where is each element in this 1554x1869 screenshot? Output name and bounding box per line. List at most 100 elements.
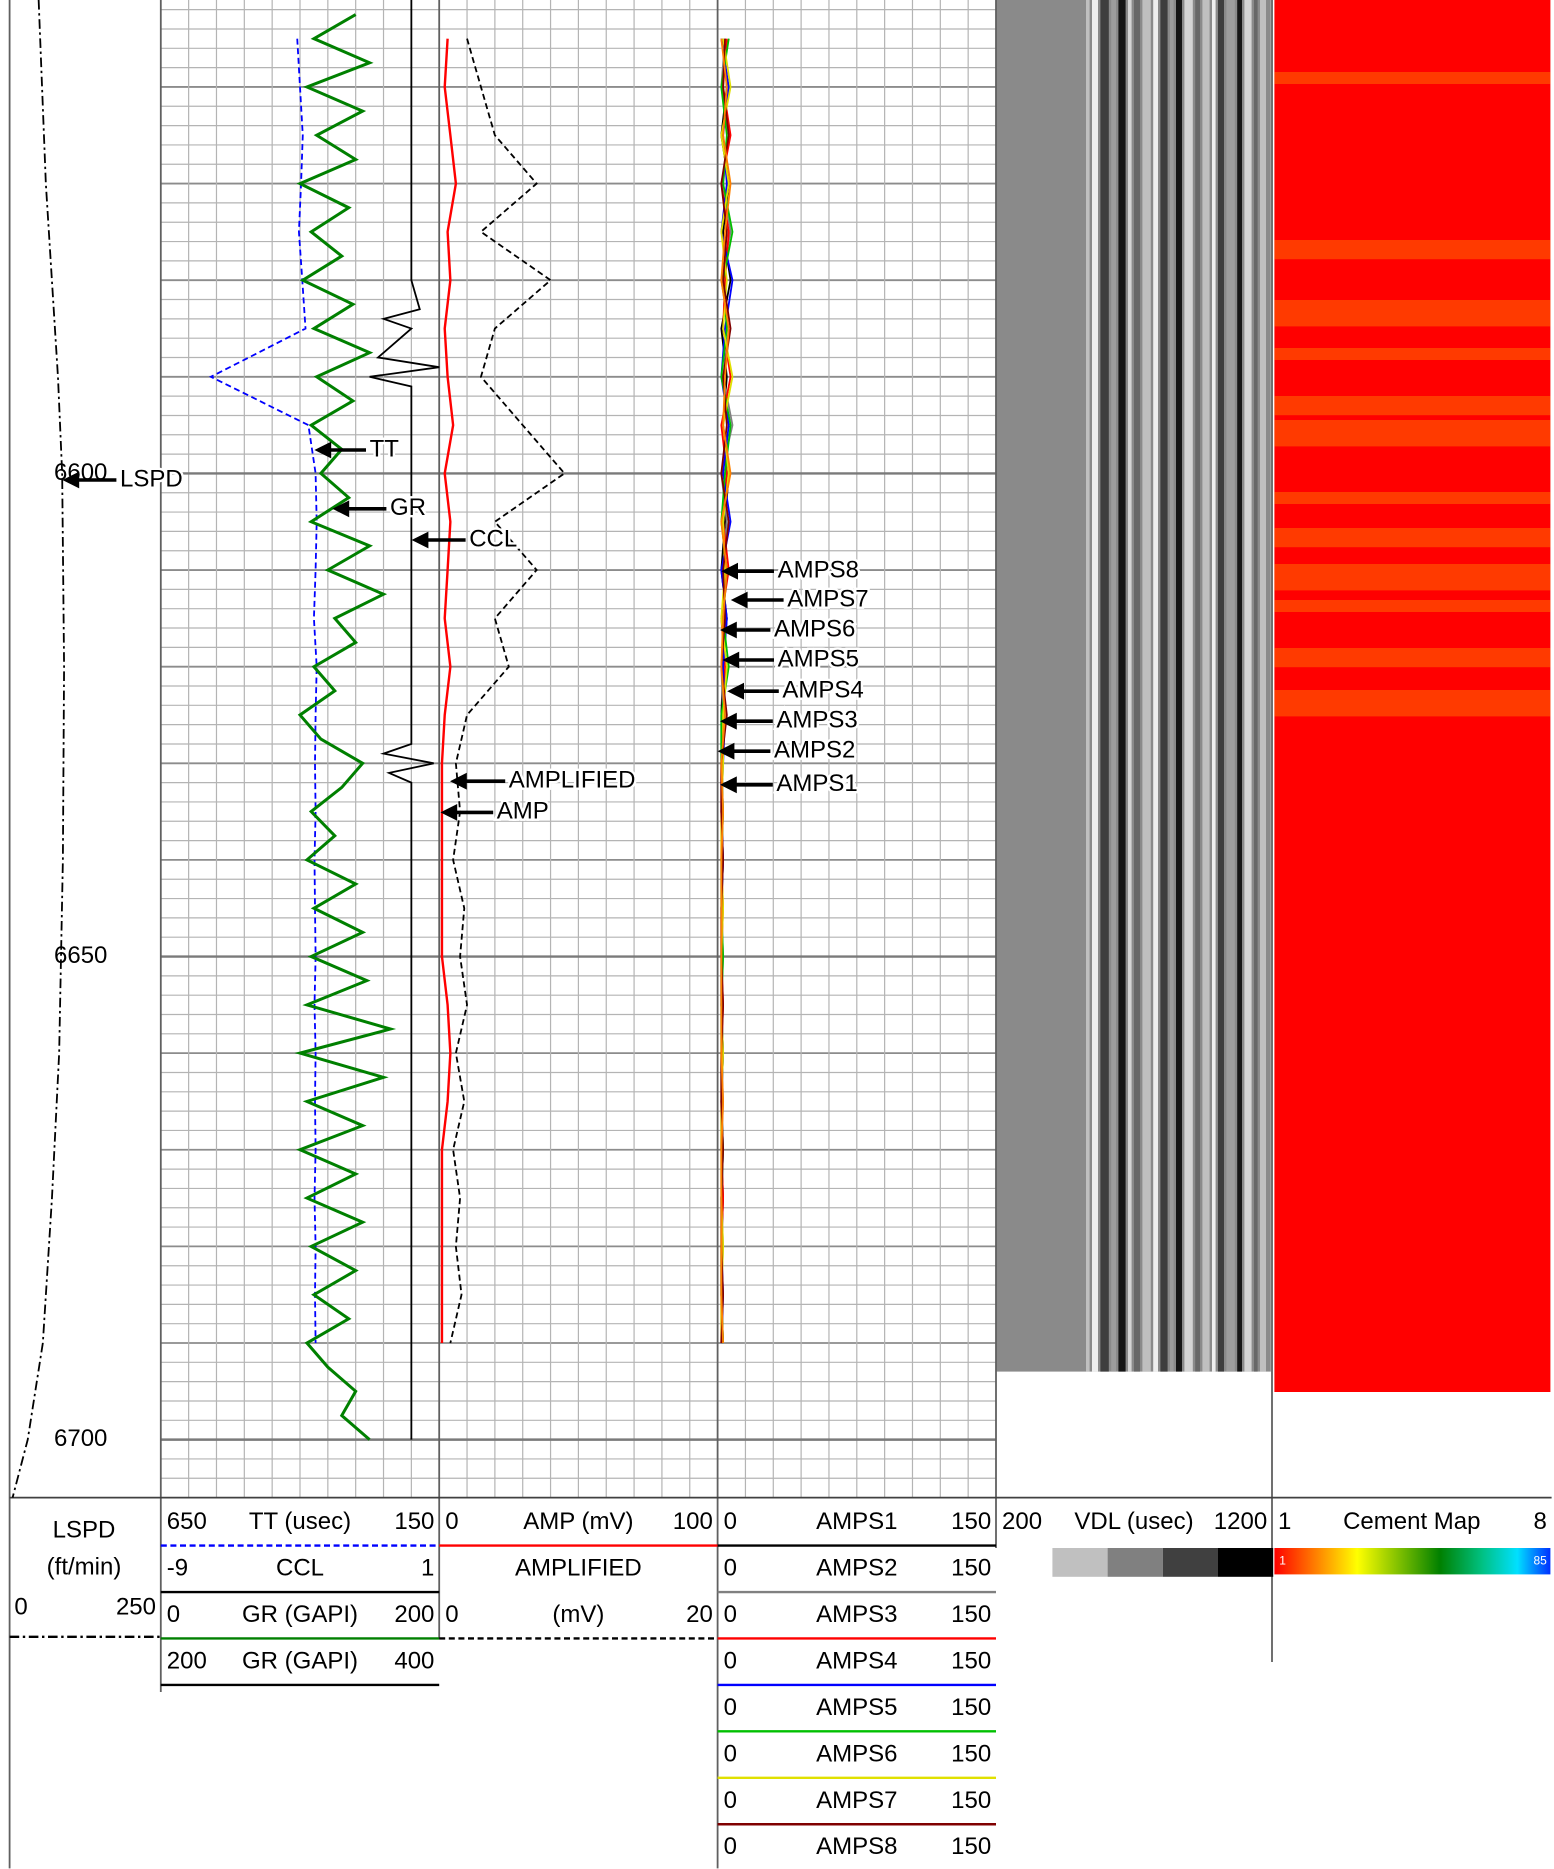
vdl-stripe: [1153, 0, 1158, 1372]
curve-name: AMPLIFIED: [515, 1555, 642, 1582]
vdl-stripe: [1244, 0, 1252, 1372]
scale-left: 0: [724, 1647, 737, 1674]
annotation-arrow-head: [717, 742, 735, 760]
annotation-label: GR: [390, 494, 426, 521]
curve-name: Cement Map: [1343, 1508, 1480, 1535]
scale-right: 150: [951, 1694, 991, 1721]
scale-right: 400: [394, 1647, 434, 1674]
annotation-label: AMPS3: [776, 707, 857, 734]
cement-band: [1274, 690, 1551, 717]
scale-left: 0: [445, 1508, 458, 1535]
annotation-arrow-head: [727, 682, 744, 700]
vdl-stripe: [1100, 0, 1109, 1372]
cement-band: [1274, 348, 1551, 360]
vdl-stripe: [1170, 0, 1174, 1372]
scale-left: 0: [724, 1601, 737, 1628]
annotation-arrow-head: [730, 591, 748, 609]
annotation-arrow-head: [440, 804, 458, 821]
log-curve: [369, 0, 440, 1440]
vdl-stripe: [1195, 0, 1200, 1372]
scale-right: 150: [951, 1601, 991, 1628]
vdl-stripe: [1212, 0, 1216, 1372]
scale-left: 0: [724, 1833, 737, 1860]
log-curve: [294, 13, 397, 1441]
scale-left: 0: [724, 1508, 737, 1535]
annotation-label: AMPS7: [787, 585, 868, 612]
scale-left: 650: [167, 1508, 207, 1535]
curve-name: CCL: [276, 1555, 324, 1582]
scale-right: 150: [951, 1647, 991, 1674]
cement-map-image: [1274, 0, 1551, 1392]
curve-name: LSPD: [53, 1517, 116, 1544]
curve-name: AMPS4: [816, 1647, 897, 1674]
annotation-arrow-head: [722, 651, 740, 669]
log-curve: [440, 38, 458, 1344]
colorbar-end: 1: [1279, 1553, 1286, 1567]
scale-left: 0: [14, 1593, 27, 1620]
scale-right: 8: [1533, 1508, 1546, 1535]
cement-colorbar: [1274, 1548, 1551, 1575]
annotation-label: LSPD: [120, 465, 183, 492]
vdl-colorbar: [1218, 1548, 1274, 1577]
annotation-arrow-head: [62, 471, 80, 489]
curve-name: AMP (mV): [523, 1508, 633, 1535]
vdl-colorbar: [1052, 1548, 1108, 1577]
annotation-arrow-head: [411, 531, 429, 549]
curve-name: AMPS7: [816, 1787, 897, 1814]
scale-left: 0: [167, 1601, 180, 1628]
curve-name: AMPS5: [816, 1694, 897, 1721]
vdl-stripe: [1226, 0, 1235, 1372]
curve-name: GR (GAPI): [242, 1647, 358, 1674]
annotation-label: AMPS1: [776, 770, 857, 797]
scale-right: 150: [394, 1508, 434, 1535]
vdl-stripe: [1202, 0, 1210, 1372]
vdl-stripe: [1260, 0, 1266, 1372]
colorbar-end: 85: [1533, 1553, 1547, 1567]
annotation-label: AMPS4: [782, 677, 863, 704]
vdl-stripe: [1254, 0, 1258, 1372]
cement-band: [1274, 600, 1551, 612]
vdl-stripe: [1142, 0, 1151, 1372]
log-curve: [208, 38, 318, 1344]
scale-right: 250: [116, 1593, 156, 1620]
scale-left: 200: [167, 1647, 207, 1674]
cement-band: [1274, 528, 1551, 548]
cement-band: [1274, 300, 1551, 327]
annotation-arrow-head: [450, 772, 467, 790]
scale-left: -9: [167, 1555, 188, 1582]
annotation-label: AMPS8: [778, 557, 859, 584]
annotation-arrow-head: [720, 776, 737, 794]
depth-label: 6700: [54, 1425, 107, 1452]
scale-left: 0: [724, 1787, 737, 1814]
vdl-stripe: [1134, 0, 1140, 1372]
annotation-label: AMPLIFIED: [509, 767, 636, 794]
curve-name: AMPS1: [816, 1508, 897, 1535]
track-images: [996, 0, 1551, 1392]
cement-band: [1274, 648, 1551, 668]
vdl-stripe: [1176, 0, 1182, 1372]
curve-name: AMPS6: [816, 1740, 897, 1767]
annotation-arrow-head: [332, 500, 350, 518]
scale-left: 0: [445, 1601, 458, 1628]
vdl-stripe: [1160, 0, 1168, 1372]
scale-left: 0: [724, 1694, 737, 1721]
scale-right: 100: [673, 1508, 713, 1535]
log-curve: [449, 38, 566, 1344]
annotation-arrow-head: [721, 562, 738, 580]
scale-right: 1200: [1214, 1508, 1267, 1535]
curve-name: (mV): [552, 1601, 604, 1628]
annotation-arrow-head: [720, 712, 737, 730]
scale-left: 0: [724, 1555, 737, 1582]
curve-name: VDL (usec): [1074, 1508, 1193, 1535]
annotation-label: AMPS6: [774, 615, 855, 642]
annotation-label: CCL: [469, 525, 517, 552]
vdl-stripe: [1092, 0, 1098, 1372]
cement-band: [1274, 396, 1551, 416]
scale-right: 150: [951, 1555, 991, 1582]
vdl-stripe: [1111, 0, 1116, 1372]
vdl-stripe: [1218, 0, 1224, 1372]
vdl-stripe: [1237, 0, 1242, 1372]
grid: [160, 0, 996, 1499]
annotation-label: AMPS5: [778, 645, 859, 672]
vdl-image: [996, 0, 1271, 1372]
